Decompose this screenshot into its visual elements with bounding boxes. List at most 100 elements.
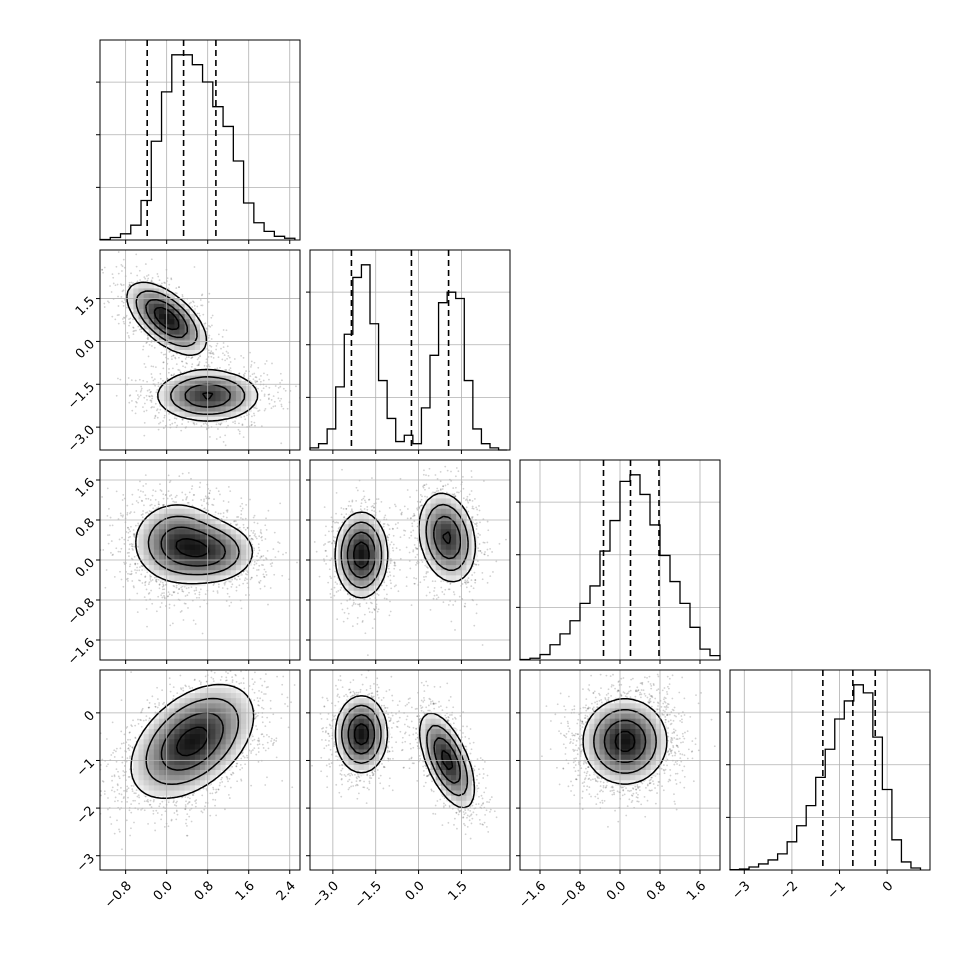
scatter-point (128, 401, 131, 404)
scatter-point (359, 505, 362, 508)
scatter-point (445, 716, 448, 719)
density-cell (194, 513, 201, 520)
scatter-point (204, 801, 207, 804)
density-cell (374, 744, 380, 751)
density-cell (148, 314, 155, 320)
scatter-point (384, 514, 387, 517)
scatter-point (184, 796, 187, 798)
scatter-point (386, 751, 389, 754)
density-cell (210, 754, 216, 761)
scatter-point (351, 695, 354, 697)
density-cell (461, 544, 468, 551)
density-cell (368, 585, 375, 592)
scatter-point (349, 505, 352, 507)
scatter-point (143, 809, 146, 812)
scatter-point (465, 506, 468, 509)
scatter-point (272, 713, 275, 716)
density-cell (169, 744, 175, 751)
scatter-point (423, 484, 425, 487)
scatter-point (389, 574, 392, 577)
scatter-point (117, 518, 120, 520)
scatter-point (111, 721, 114, 724)
scatter-point (336, 530, 339, 533)
scatter-point (150, 394, 153, 397)
scatter-point (216, 342, 219, 345)
scatter-point (162, 361, 165, 364)
scatter-point (345, 513, 348, 516)
scatter-point (201, 293, 204, 296)
scatter-point (466, 725, 468, 728)
density-cell (225, 739, 232, 745)
scatter-point (110, 291, 113, 293)
scatter-point (449, 583, 452, 585)
density-cell (440, 749, 447, 756)
density-cell (184, 560, 191, 566)
density-cell (189, 728, 196, 735)
scatter-point (268, 386, 271, 389)
density-cell (174, 406, 181, 413)
scatter-point (129, 745, 132, 748)
scatter-point (455, 811, 458, 814)
density-cell (471, 544, 478, 551)
scatter-point (227, 668, 229, 670)
scatter-point (258, 582, 261, 584)
scatter-point (419, 505, 422, 507)
scatter-point (168, 351, 171, 353)
scatter-point (406, 489, 409, 491)
scatter-point (263, 657, 265, 659)
density-cell (363, 544, 370, 551)
scatter-point (137, 488, 140, 491)
scatter-point (176, 813, 179, 816)
scatter-point (242, 526, 245, 529)
density-cell (225, 744, 232, 751)
density-cell (148, 319, 155, 325)
density-cell (379, 744, 385, 751)
density-cell (179, 324, 186, 331)
density-cell (184, 785, 191, 792)
scatter-point (481, 578, 484, 581)
scatter-point (200, 498, 203, 501)
scatter-point (167, 595, 170, 598)
scatter-point (468, 737, 470, 740)
scatter-point (134, 562, 137, 565)
density-cell (440, 518, 447, 525)
density-cell (210, 401, 216, 408)
density-cell (425, 549, 432, 556)
scatter-point (371, 611, 374, 614)
scatter-point (125, 819, 128, 822)
scatter-point (130, 379, 133, 381)
density-cell (169, 570, 175, 576)
scatter-point (470, 490, 473, 492)
scatter-point (198, 486, 201, 489)
density-cell (174, 319, 181, 325)
scatter-point (457, 470, 460, 473)
density-cell (138, 739, 145, 745)
scatter-point (129, 317, 132, 320)
scatter-point (324, 543, 327, 545)
scatter-point (174, 357, 177, 360)
density-cell (184, 780, 191, 786)
scatter-point (169, 683, 171, 686)
scatter-point (123, 322, 126, 325)
scatter-point (130, 272, 132, 275)
scatter-point (160, 594, 163, 597)
scatter-point (404, 704, 407, 707)
scatter-point (360, 673, 363, 676)
scatter-point (204, 322, 207, 325)
scatter-point (461, 583, 464, 585)
scatter-point (133, 821, 135, 824)
scatter-point (349, 597, 352, 600)
scatter-point (412, 529, 415, 532)
density-cell (353, 534, 360, 541)
scatter-point (330, 762, 333, 764)
scatter-point (251, 749, 254, 751)
density-cell (158, 549, 165, 556)
scatter-point (403, 505, 406, 508)
scatter-point (265, 385, 268, 388)
density-cell (174, 575, 181, 582)
density-cell (374, 754, 380, 761)
scatter-point (222, 512, 225, 514)
scatter-point (256, 574, 258, 577)
scatter-point (175, 804, 178, 807)
density-cell (158, 385, 165, 392)
